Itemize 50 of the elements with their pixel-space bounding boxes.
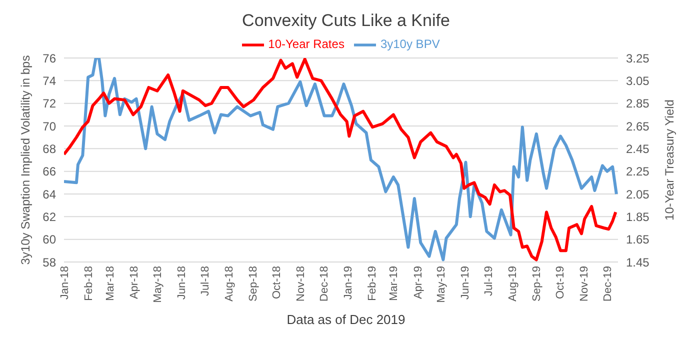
x-tick-label: Oct-18 (270, 266, 283, 300)
legend-label: 10-Year Rates (268, 37, 344, 52)
y2-tick-label: 1.85 (626, 210, 650, 224)
y2-tick-label: 2.25 (626, 164, 650, 179)
x-tick-label: May-19 (436, 266, 448, 303)
x-tick-label: Feb-19 (366, 266, 378, 301)
x-tick-label: Apr-19 (412, 266, 424, 300)
x-tick-label: Nov-19 (578, 266, 591, 302)
x-tick-label: Jun-18 (176, 266, 188, 300)
x-tick-label: Jul-18 (199, 266, 212, 296)
x-tick-label: May-18 (152, 266, 164, 303)
x-tick-label: Aug-18 (224, 266, 236, 302)
y-tick-label: 62 (42, 210, 56, 224)
x-tick-label: Jan-19 (342, 266, 354, 300)
y-tick-label: 64 (42, 187, 56, 202)
y-tick-label: 76 (42, 51, 56, 66)
y-tick-label: 72 (42, 96, 56, 111)
y2-tick-label: 1.65 (626, 232, 650, 247)
y-tick-label: 74 (42, 74, 56, 88)
y-tick-label: 70 (42, 119, 56, 134)
x-tick-label: Jun-19 (460, 266, 472, 300)
x-tick-label: Oct-19 (554, 266, 567, 300)
y-tick-label: 66 (42, 164, 56, 179)
chart-title: Convexity Cuts Like a Knife (241, 10, 451, 32)
x-tick-label: Feb-18 (82, 266, 95, 301)
y2-axis-title: 10-Year Treasury Yield (662, 100, 676, 220)
x-tick-label: Nov-18 (295, 266, 308, 302)
legend-label: 3y10y BPV (380, 37, 440, 52)
x-tick-label: Jul-19 (483, 266, 496, 296)
y2-tick-label: 1.45 (626, 255, 650, 270)
x-tick-label: Mar-18 (104, 266, 117, 301)
y-tick-label: 58 (42, 255, 56, 270)
y-tick-label: 60 (42, 232, 56, 247)
y-axis-title: 3y10y Swaption Implied Volatility in bps (18, 55, 32, 265)
y2-tick-label: 2.85 (626, 96, 650, 111)
text: Data as of Dec 2019 (286, 311, 406, 329)
x-tick-label: Mar-19 (388, 266, 400, 301)
y2-tick-label: 3.25 (626, 51, 650, 66)
y2-tick-label: 2.05 (626, 187, 650, 202)
x-tick-label: Apr-18 (128, 266, 141, 300)
x-tick-label: Dec-19 (602, 266, 614, 302)
x-tick-label: Aug-19 (507, 266, 520, 302)
x-tick-label: Jan-18 (58, 266, 71, 300)
y-tick-label: 68 (42, 142, 56, 156)
x-tick-label: Sep-19 (531, 266, 544, 302)
x-tick-label: Dec-18 (318, 266, 330, 302)
x-tick-label: Sep-18 (248, 266, 260, 302)
y2-tick-label: 2.65 (626, 119, 650, 134)
y2-tick-label: 3.05 (626, 74, 650, 88)
y2-tick-label: 2.45 (626, 142, 650, 156)
